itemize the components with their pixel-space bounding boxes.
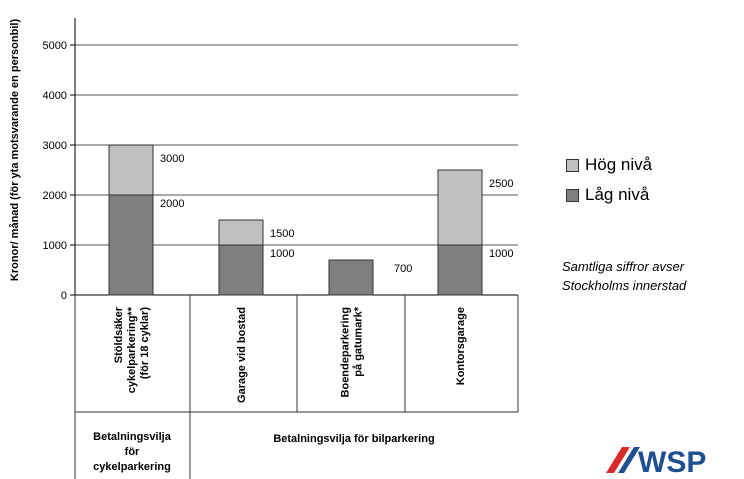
legend-item-hog: Hög nivå bbox=[566, 150, 652, 180]
bar-lag-niva bbox=[108, 194, 154, 296]
group-label-cycle: Betalningsvilja bbox=[93, 431, 172, 443]
category-label: cykelparkering** bbox=[126, 306, 138, 393]
data-label-lag: 700 bbox=[394, 263, 412, 275]
bar-hog-niva bbox=[108, 144, 154, 196]
bar-hog-niva bbox=[218, 219, 264, 246]
legend-label-hog: Hög nivå bbox=[585, 155, 653, 174]
category-label: Boendeparkering bbox=[340, 307, 352, 397]
category-label: (för 18 cyklar) bbox=[139, 307, 151, 379]
bar-hog-niva bbox=[437, 169, 483, 246]
data-labels: 2000 3000 1000 1500 700 1000 2500 bbox=[160, 153, 513, 275]
y-tick-label: 0 bbox=[61, 290, 67, 302]
wsp-logo: WSP bbox=[606, 446, 706, 477]
y-tick-labels: 0 1000 2000 3000 4000 5000 bbox=[43, 40, 67, 302]
bar-lag-niva bbox=[218, 244, 264, 296]
bar-lag-niva bbox=[328, 259, 374, 296]
legend-label-lag: Låg nivå bbox=[585, 185, 650, 204]
y-axis-label: Kronor/ månad (för yta motsvarande en pe… bbox=[9, 19, 21, 282]
data-label-lag: 2000 bbox=[160, 198, 184, 210]
y-tick-label: 2000 bbox=[43, 190, 67, 202]
y-tick-label: 1000 bbox=[43, 240, 67, 252]
bars bbox=[108, 144, 483, 296]
data-label-hog: 3000 bbox=[160, 153, 184, 165]
legend-item-lag: Låg nivå bbox=[566, 180, 652, 210]
footnote-line-1: Samtliga siffror avser bbox=[562, 259, 685, 274]
data-label-lag: 1000 bbox=[489, 248, 513, 260]
category-label: på gatumark* bbox=[353, 306, 365, 376]
group-label-cycle: för bbox=[125, 446, 140, 458]
data-label-hog: 1500 bbox=[270, 228, 294, 240]
y-tick-label: 5000 bbox=[43, 40, 67, 52]
y-tick-label: 4000 bbox=[43, 90, 67, 102]
logo-text: WSP bbox=[638, 446, 706, 477]
category-label: Kontorsgarage bbox=[455, 307, 467, 385]
bar-lag-niva bbox=[437, 244, 483, 296]
logo-mark-red bbox=[606, 447, 630, 473]
axis-table bbox=[74, 295, 519, 479]
legend: Hög nivå Låg nivå bbox=[566, 150, 652, 210]
data-label-lag: 1000 bbox=[270, 248, 294, 260]
group-label-car: Betalningsvilja för bilparkering bbox=[273, 433, 434, 445]
group-label-cycle: cykelparkering bbox=[93, 461, 171, 473]
footnote-line-2: Stockholms innerstad bbox=[562, 278, 687, 293]
legend-swatch-lag bbox=[566, 188, 579, 202]
footnote: Samtliga siffror avser Stockholms inners… bbox=[562, 257, 742, 295]
legend-swatch-hog bbox=[566, 158, 579, 172]
category-label: Garage vid bostad bbox=[236, 307, 248, 403]
group-labels: Betalningsvilja för cykelparkering Betalnin… bbox=[93, 431, 435, 473]
category-label: Stöldsäker bbox=[113, 306, 125, 363]
data-label-hog: 2500 bbox=[489, 178, 513, 190]
category-labels: Stöldsäker cykelparkering** (för 18 cyklar… bbox=[113, 306, 467, 403]
y-tick-label: 3000 bbox=[43, 140, 67, 152]
logo-mark-blue bbox=[618, 447, 640, 473]
